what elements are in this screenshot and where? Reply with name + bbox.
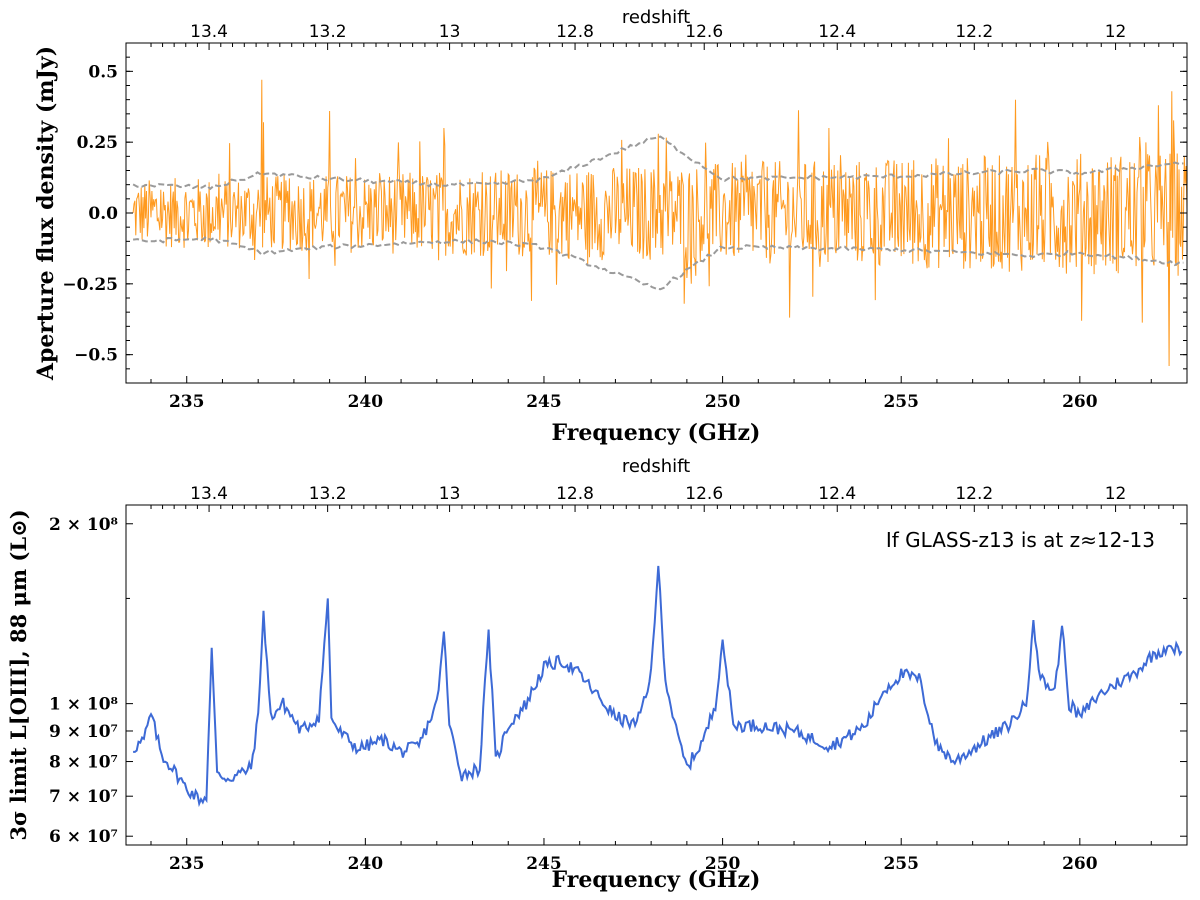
x-tick-label: 250 xyxy=(705,854,741,874)
bottom-y-ticks: 6 × 10⁷ 7 × 10⁷ 8 × 10⁷ 9 × 10⁷ 1 × 10⁸ 2 × 1… xyxy=(49,515,1187,847)
noise-lower-series-line xyxy=(132,235,1184,291)
y-tick-label: 2 × 10⁸ xyxy=(49,515,118,535)
top-redshift-label: redshift xyxy=(622,7,690,28)
x-tick-label: 235 xyxy=(169,854,205,874)
redshift-tick-label: 13 xyxy=(439,22,461,42)
x-tick-label: 260 xyxy=(1062,392,1098,412)
top-panel: 235 240 245 250 255 260 −0.5 −0.25 0.0 0.25 0.5 1… xyxy=(33,7,1188,446)
y-tick-label: 9 × 10⁷ xyxy=(49,722,118,742)
redshift-tick-label: 13.2 xyxy=(309,22,347,42)
redshift-tick-label: 12 xyxy=(1105,484,1127,504)
redshift-tick-label: 12.8 xyxy=(556,484,594,504)
x-tick-label: 255 xyxy=(883,392,919,412)
bottom-frame xyxy=(125,504,1188,846)
x-tick-label: 245 xyxy=(526,854,562,874)
redshift-tick-label: 12 xyxy=(1105,22,1127,42)
y-tick-label: 7 × 10⁷ xyxy=(49,787,118,807)
bottom-x-axis-label: Frequency (GHz) xyxy=(552,867,761,893)
y-tick-label: 0.25 xyxy=(77,133,118,153)
x-tick-label: 240 xyxy=(348,854,384,874)
bottom-redshift-ticks: 13.4 13.2 13 12.8 12.6 12.4 12.2 12 xyxy=(150,484,1174,512)
x-tick-label: 240 xyxy=(348,392,384,412)
redshift-tick-label: 12.8 xyxy=(556,22,594,42)
redshift-tick-label: 12.2 xyxy=(955,22,993,42)
top-plot-area xyxy=(132,79,1187,367)
redshift-tick-label: 12.6 xyxy=(685,484,723,504)
redshift-tick-label: 12.6 xyxy=(685,22,723,42)
y-tick-label: −0.25 xyxy=(62,275,118,295)
bottom-annotation: If GLASS-z13 is at z≈12-13 xyxy=(886,528,1155,552)
top-y-ticks: −0.5 −0.25 0.0 0.25 0.5 xyxy=(62,56,1187,370)
x-tick-label: 260 xyxy=(1062,854,1098,874)
bottom-redshift-label: redshift xyxy=(622,456,690,477)
limit-series-line xyxy=(133,565,1183,808)
bottom-plot-area xyxy=(133,565,1183,808)
y-tick-label: 0.5 xyxy=(88,62,118,82)
noise-upper-series-line xyxy=(132,135,1184,191)
x-tick-label: 235 xyxy=(169,392,205,412)
x-tick-label: 250 xyxy=(705,392,741,412)
redshift-tick-label: 13.2 xyxy=(309,484,347,504)
redshift-tick-label: 13.4 xyxy=(190,484,228,504)
redshift-tick-label: 13 xyxy=(439,484,461,504)
top-x-ticks: 235 240 245 250 255 260 xyxy=(150,376,1188,412)
flux-series-line xyxy=(132,79,1187,367)
bottom-panel: 235 240 245 250 255 260 6 × 10⁷ 7 × 10⁷ 8 × 10⁷… xyxy=(6,456,1188,893)
redshift-tick-label: 12.4 xyxy=(818,484,856,504)
y-tick-label: 8 × 10⁷ xyxy=(49,753,118,773)
top-y-axis-label: Aperture flux density (mJy) xyxy=(33,46,59,381)
y-tick-label: 6 × 10⁷ xyxy=(49,827,118,847)
redshift-tick-label: 13.4 xyxy=(190,22,228,42)
y-tick-label: −0.5 xyxy=(74,346,118,366)
x-tick-label: 255 xyxy=(883,854,919,874)
redshift-tick-label: 12.2 xyxy=(955,484,993,504)
y-tick-label: 1 × 10⁸ xyxy=(49,695,118,715)
y-tick-label: 0.0 xyxy=(88,204,118,224)
x-tick-label: 245 xyxy=(526,392,562,412)
top-redshift-ticks: 13.4 13.2 13 12.8 12.6 12.4 12.2 12 xyxy=(150,22,1174,50)
redshift-tick-label: 12.4 xyxy=(818,22,856,42)
top-x-axis-label: Frequency (GHz) xyxy=(552,420,761,446)
bottom-x-ticks: 235 240 245 250 255 260 xyxy=(150,838,1188,874)
bottom-y-axis-label: 3σ limit L[OIII], 88 μm (L⊙) xyxy=(6,509,31,840)
